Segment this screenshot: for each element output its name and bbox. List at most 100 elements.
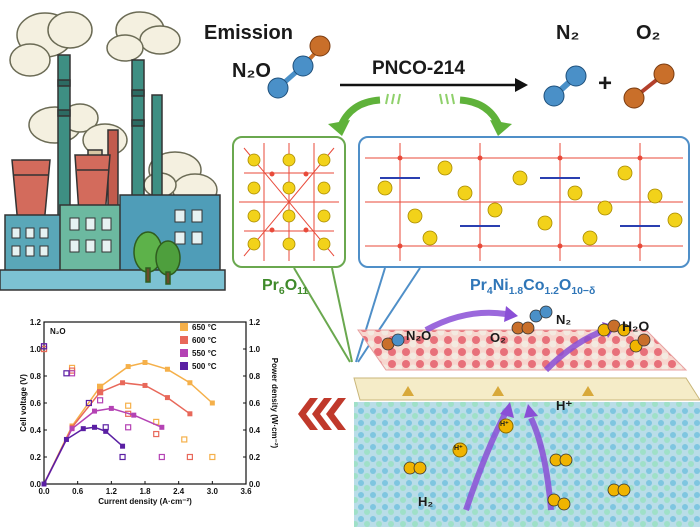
iv-point <box>181 436 188 443</box>
chart-annotation: N₂O <box>50 327 66 336</box>
y-tick-label: 1.2 <box>30 318 42 327</box>
pnco-formula: Pr4Ni1.8Co1.2O10−δ <box>470 277 596 298</box>
power-point <box>97 389 103 395</box>
y-tick-label: 0.8 <box>30 372 42 381</box>
catalyst-label: PNCO-214 <box>372 58 465 79</box>
pr6o11-lattice <box>239 143 339 261</box>
legend-label: 550 °C <box>192 349 217 358</box>
x-tick-label: 3.6 <box>240 487 252 496</box>
iv-point <box>186 453 193 461</box>
chevron-left-icon <box>298 398 346 430</box>
power-point <box>108 405 114 411</box>
iv-point <box>125 424 132 431</box>
x-tick-label: 2.4 <box>173 487 185 496</box>
y2-tick-label: 0.4 <box>249 426 261 435</box>
power-point <box>80 426 86 432</box>
fuel-cell-illustration <box>353 305 700 527</box>
plus-sign: + <box>598 70 613 97</box>
reactant-label: N₂O <box>232 60 271 82</box>
power-line <box>43 426 124 485</box>
power-point <box>131 412 137 418</box>
n2o-molecule-icon <box>267 35 331 99</box>
o2-molecule-icon <box>623 63 675 109</box>
iv-point <box>119 453 126 461</box>
y2-tick-label: 0.0 <box>249 480 261 489</box>
chart-svg: 0.0 0.6 1.2 1.8 2.4 3.0 3.60.00.20.40.60.81.01… <box>19 318 279 506</box>
pr6o11-formula: Pr6O11 <box>262 277 309 298</box>
cell-n2-label: N₂ <box>556 312 572 327</box>
power-line <box>43 361 213 485</box>
x-tick-label: 3.0 <box>207 487 219 496</box>
iv-point <box>63 370 70 377</box>
legend-label: 650 °C <box>192 323 217 332</box>
x-tick-label: 0.0 <box>38 487 50 496</box>
reaction-arrow <box>340 78 528 92</box>
power-point <box>63 436 69 442</box>
iv-point <box>97 397 104 404</box>
y-tick-label: 0.0 <box>30 480 42 489</box>
power-point <box>159 424 165 430</box>
iv-point <box>158 453 165 461</box>
iv-point <box>209 453 216 461</box>
product-o2-label: O₂ <box>636 22 661 44</box>
y2-axis-label: Power density (W·cm⁻²) <box>270 358 278 449</box>
cell-hplus-label: H⁺ <box>556 398 573 413</box>
cell-o2-label: O₂ <box>490 330 506 345</box>
iv-point <box>125 402 132 409</box>
power-point <box>92 424 97 430</box>
power-point <box>41 481 47 487</box>
power-point <box>142 360 148 365</box>
y-axis-label: Cell voltage (V) <box>19 374 28 432</box>
iv-point <box>153 430 160 438</box>
x-tick-label: 1.2 <box>106 487 118 496</box>
n2-molecule-icon <box>543 65 587 107</box>
power-point <box>120 380 126 386</box>
legend-label: 600 °C <box>192 336 217 345</box>
iv-point <box>85 399 92 407</box>
y2-tick-label: 0.8 <box>249 372 261 381</box>
y2-tick-label: 1.2 <box>249 318 261 327</box>
pnco-structure-panel <box>358 136 690 268</box>
iv-point <box>40 343 48 350</box>
y-tick-label: 1.0 <box>30 345 42 354</box>
legend-label: 500 °C <box>192 362 217 371</box>
power-point <box>97 384 103 390</box>
power-point <box>92 408 97 414</box>
emission-label: Emission <box>204 22 293 44</box>
cell-h2-label: H₂ <box>418 494 434 509</box>
pnco-lattice <box>365 143 683 261</box>
cell-hplus-small-2: H⁺ <box>500 421 509 428</box>
iv-point <box>68 370 76 377</box>
callout-lines <box>293 267 421 363</box>
legend-swatch <box>180 349 188 357</box>
power-point <box>187 380 193 386</box>
y2-tick-label: 1.0 <box>249 345 261 354</box>
power-point <box>125 364 131 370</box>
y-tick-label: 0.6 <box>30 399 42 408</box>
cell-h2o-label: H₂O <box>622 318 650 334</box>
power-point <box>142 382 148 388</box>
iv-power-chart: 0.0 0.6 1.2 1.8 2.4 3.0 3.6 0.0 0.2 0.4 0.6 0.8 1.0 1… <box>18 310 279 520</box>
power-point <box>103 428 109 434</box>
green-curved-arrows <box>328 93 512 136</box>
y2-tick-label: 0.6 <box>249 399 261 408</box>
legend-swatch <box>180 323 188 331</box>
cell-n2o-label: N₂O <box>406 328 432 343</box>
pr6o11-structure-panel <box>232 136 346 268</box>
legend-swatch <box>180 336 188 344</box>
legend-swatch <box>180 362 188 370</box>
x-tick-label: 1.8 <box>139 487 151 496</box>
cell-hplus-small-1: H⁺ <box>454 445 463 452</box>
y2-tick-label: 0.2 <box>249 453 261 462</box>
factory-illustration <box>0 11 226 291</box>
x-tick-label: 0.6 <box>72 487 84 496</box>
power-point <box>120 443 126 449</box>
y-tick-label: 0.2 <box>30 453 42 462</box>
product-n2-label: N₂ <box>556 22 580 44</box>
plot-frame <box>43 321 247 485</box>
y-tick-label: 0.4 <box>30 426 42 435</box>
x-axis-label: Current density (A·cm⁻²) <box>98 497 192 506</box>
power-point <box>164 366 170 372</box>
power-point <box>209 400 215 406</box>
power-point <box>69 426 75 432</box>
